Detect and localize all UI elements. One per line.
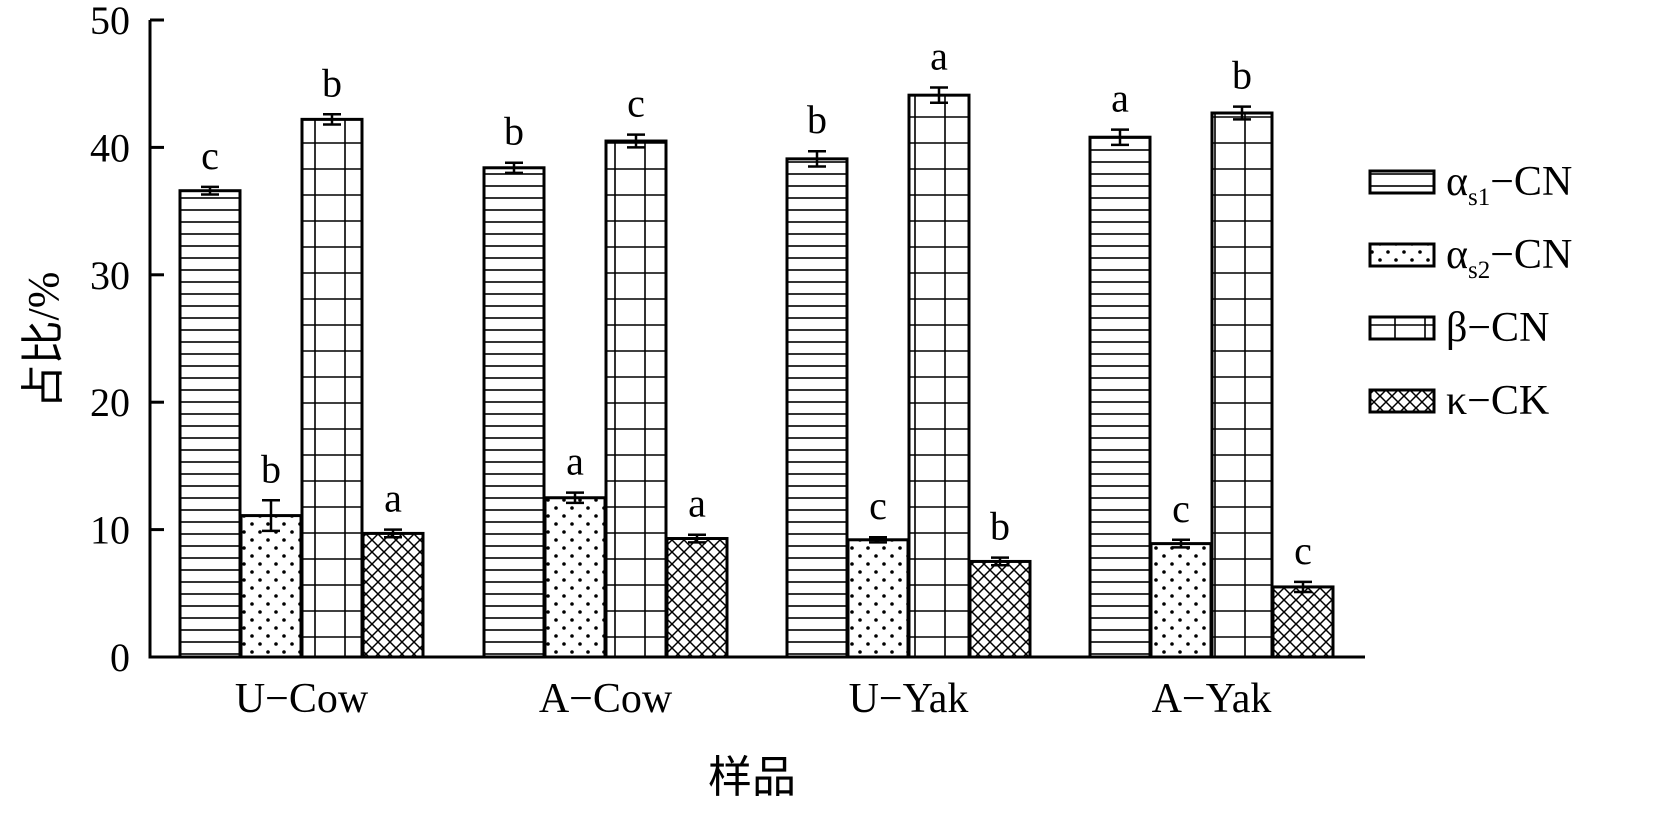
bars [178, 93, 1335, 659]
significance-letter: c [869, 483, 887, 528]
significance-letter: c [627, 81, 645, 126]
y-tick-label: 50 [90, 0, 130, 43]
bar [846, 538, 910, 659]
legend-label: αs2−CN [1446, 232, 1572, 284]
bar [907, 93, 971, 659]
significance-letter: b [1232, 53, 1252, 98]
significance-letter: b [504, 109, 524, 154]
significance-letter: b [322, 60, 342, 105]
y-tick-label: 30 [90, 253, 130, 298]
x-category-label: U−Cow [235, 676, 369, 722]
y-tick-label: 10 [90, 508, 130, 553]
significance-letter: b [990, 504, 1010, 549]
significance-letter: c [201, 133, 219, 178]
significance-letter: c [1172, 486, 1190, 531]
y-tick-label: 20 [90, 380, 130, 425]
legend-swatch [1368, 242, 1436, 268]
y-axis-title: 占比/% [19, 272, 68, 409]
error-bars [201, 86, 1312, 594]
significance-letter: a [688, 481, 706, 526]
legend-swatch [1368, 169, 1436, 195]
bar [1149, 542, 1213, 659]
significance-letter: a [566, 439, 584, 484]
significance-letter: a [1111, 76, 1129, 121]
legend-swatch [1368, 315, 1436, 341]
bar [361, 531, 425, 659]
bar [482, 166, 546, 659]
bar [665, 537, 729, 659]
x-category-label: A−Yak [1152, 676, 1272, 722]
significance-letter: a [930, 34, 948, 79]
legend: αs1−CN αs2−CN β−CN κ−CK [1368, 159, 1572, 424]
axes: 0 10 20 30 40 50 U−Cow A−Cow U−Yak A−Yak [90, 0, 1365, 722]
bar [1210, 111, 1274, 659]
y-tick-label: 40 [90, 125, 130, 170]
bar [1088, 135, 1152, 659]
bar [543, 496, 607, 659]
significance-letter: b [261, 446, 281, 491]
x-category-label: A−Cow [539, 676, 673, 722]
significance-letter: b [807, 97, 827, 142]
bar [239, 514, 303, 659]
legend-swatch [1368, 388, 1436, 414]
y-tick-label: 0 [110, 635, 130, 680]
bar [178, 189, 242, 659]
bar [785, 157, 849, 659]
significance-letter: c [1294, 528, 1312, 573]
significance-letter: a [384, 476, 402, 521]
bar [1271, 585, 1335, 659]
legend-label: κ−CK [1446, 378, 1549, 424]
x-category-label: U−Yak [849, 676, 969, 722]
bar [968, 559, 1032, 659]
bar [300, 117, 364, 659]
x-axis-title: 样品 [708, 753, 796, 802]
legend-label: β−CN [1446, 305, 1549, 351]
significance-letters: c b b a b a c a b c a b a c b c [201, 34, 1312, 573]
bar [604, 139, 668, 659]
legend-label: αs1−CN [1446, 159, 1572, 211]
